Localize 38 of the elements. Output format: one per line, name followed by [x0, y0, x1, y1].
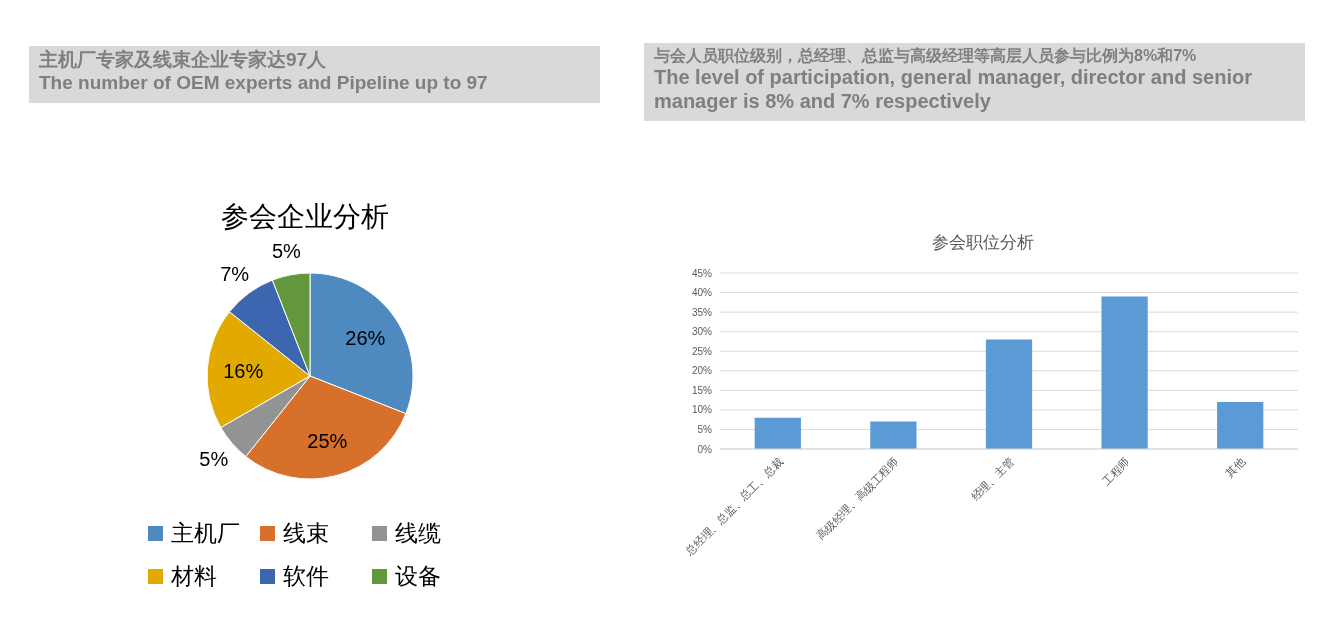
- legend-label: 设备: [395, 562, 441, 591]
- text: 主机厂专家及线束企业专家达97人: [39, 49, 328, 72]
- y-tick-label: 20%: [691, 365, 713, 377]
- y-tick-label: 10%: [691, 404, 713, 416]
- y-tick-label: 5%: [697, 423, 713, 435]
- y-tick-label: 30%: [691, 326, 713, 338]
- x-tick-label: 高级经理、高级工程师: [814, 455, 901, 542]
- y-tick-label: 25%: [691, 345, 713, 357]
- x-tick-label: 总经理、总监、总工、总裁: [682, 455, 785, 558]
- legend-label: 软件: [283, 562, 329, 591]
- y-tick-label: 45%: [691, 267, 713, 279]
- data-label: 5%: [199, 447, 229, 470]
- data-label: 7%: [220, 262, 250, 285]
- text: The level of participation, general manager, director and senior manager is 8% and 7% respectively: [654, 65, 1253, 114]
- x-tick-label: 其他: [1223, 455, 1248, 480]
- text: The number of OEM experts and Pipeline up to 97: [39, 71, 489, 95]
- data-label: 25%: [307, 429, 348, 452]
- data-label: 16%: [223, 360, 264, 382]
- bar: [1101, 296, 1148, 449]
- legend-label: 线束: [283, 519, 329, 548]
- bar: [754, 417, 801, 449]
- legend-label: 主机厂: [171, 519, 240, 548]
- data-label: 26%: [345, 327, 386, 350]
- text: 与会人员职位级别，总经理、总监与高级经理等高层人员参与比例为8%和7%: [654, 46, 1198, 66]
- legend-label: 线缆: [395, 519, 441, 548]
- y-tick-label: 15%: [691, 384, 713, 396]
- x-tick-label: 工程师: [1099, 455, 1132, 488]
- bar: [985, 339, 1033, 449]
- chart-title: 参会职位分析: [931, 232, 1035, 254]
- chart-title: 参会企业分析: [220, 200, 390, 234]
- legend-label: 材料: [171, 562, 217, 591]
- y-tick-label: 35%: [691, 306, 713, 318]
- x-tick-label: 经理、主管: [968, 455, 1016, 503]
- bar: [1217, 402, 1264, 449]
- y-tick-label: 0%: [697, 443, 713, 455]
- data-label: 5%: [271, 240, 302, 263]
- y-tick-label: 40%: [691, 287, 713, 299]
- bar: [870, 421, 917, 449]
